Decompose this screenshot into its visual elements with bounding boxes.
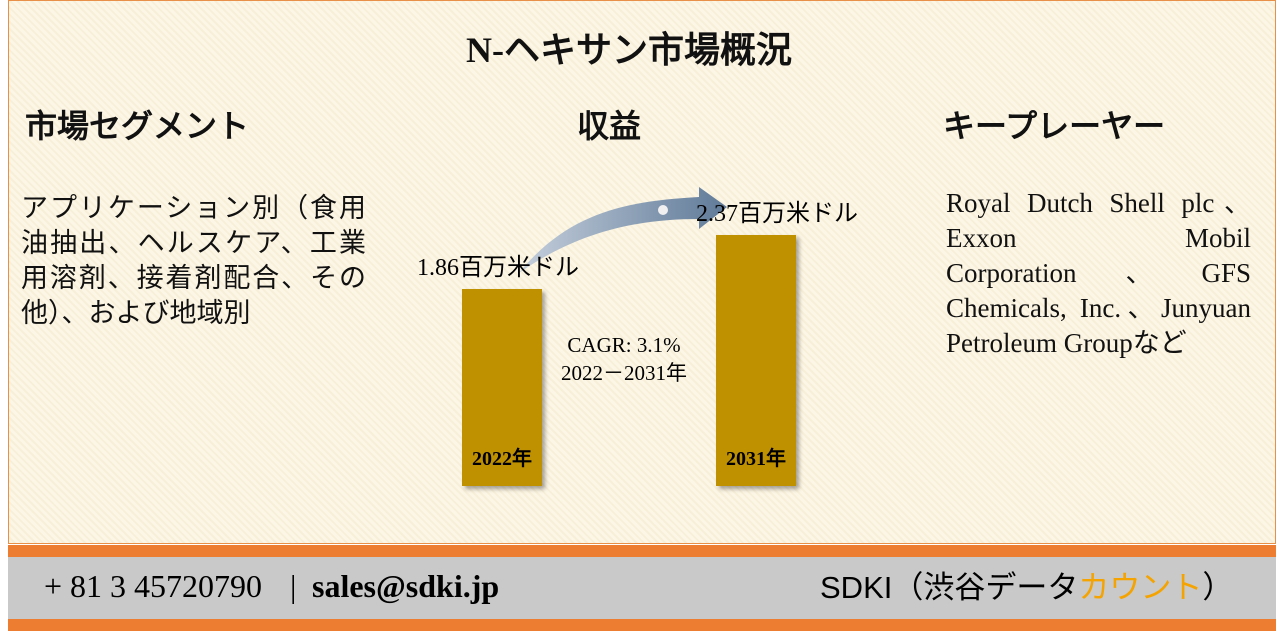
company: SDKI（渋谷データカウント） xyxy=(820,562,1233,607)
segments-text: アプリケーション別（食用油抽出、ヘルスケア、工業用溶剤、接着剤配合、その他）、お… xyxy=(21,193,366,328)
email: sales@sdki.jp xyxy=(312,568,500,604)
company-end: ） xyxy=(1202,570,1234,605)
company-highlight: カウント xyxy=(1078,570,1203,605)
arrow-dot xyxy=(658,205,668,215)
value-label: 2.37百万米ドル xyxy=(696,200,858,227)
players-text: Royal Dutch Shell plc、Exxon Mobil Corpor… xyxy=(946,188,1251,358)
title: N-ヘキサン市場概況 xyxy=(466,30,792,70)
segments-heading: 市場セグメント xyxy=(25,108,250,144)
revenue-heading: 収益 xyxy=(577,108,642,144)
phone: + 81 3 45720790 xyxy=(44,568,263,604)
footer-band xyxy=(8,545,1276,557)
bar xyxy=(716,234,796,486)
growth-arrow xyxy=(519,187,727,273)
arrow xyxy=(519,187,727,273)
cagr: CAGR: 3.1% 2022－2031年 xyxy=(539,331,709,387)
cagr-period: 2022－2031年 xyxy=(561,361,687,385)
value-label: 1.86百万米ドル xyxy=(417,254,579,281)
bar xyxy=(462,288,542,486)
separator: | xyxy=(290,568,297,604)
footer xyxy=(8,557,1276,619)
panel: N-ヘキサン市場概況 市場セグメント 収益 キープレーヤー アプリケーション別（… xyxy=(8,0,1276,544)
players-heading: キープレーヤー xyxy=(943,108,1166,144)
cagr-value: CAGR: 3.1% xyxy=(567,333,681,357)
bar-label: 2022年 xyxy=(472,448,532,470)
company-name: SDKI（渋谷データ xyxy=(820,570,1079,605)
bar-label: 2031年 xyxy=(726,448,786,470)
footer-band xyxy=(8,619,1276,631)
